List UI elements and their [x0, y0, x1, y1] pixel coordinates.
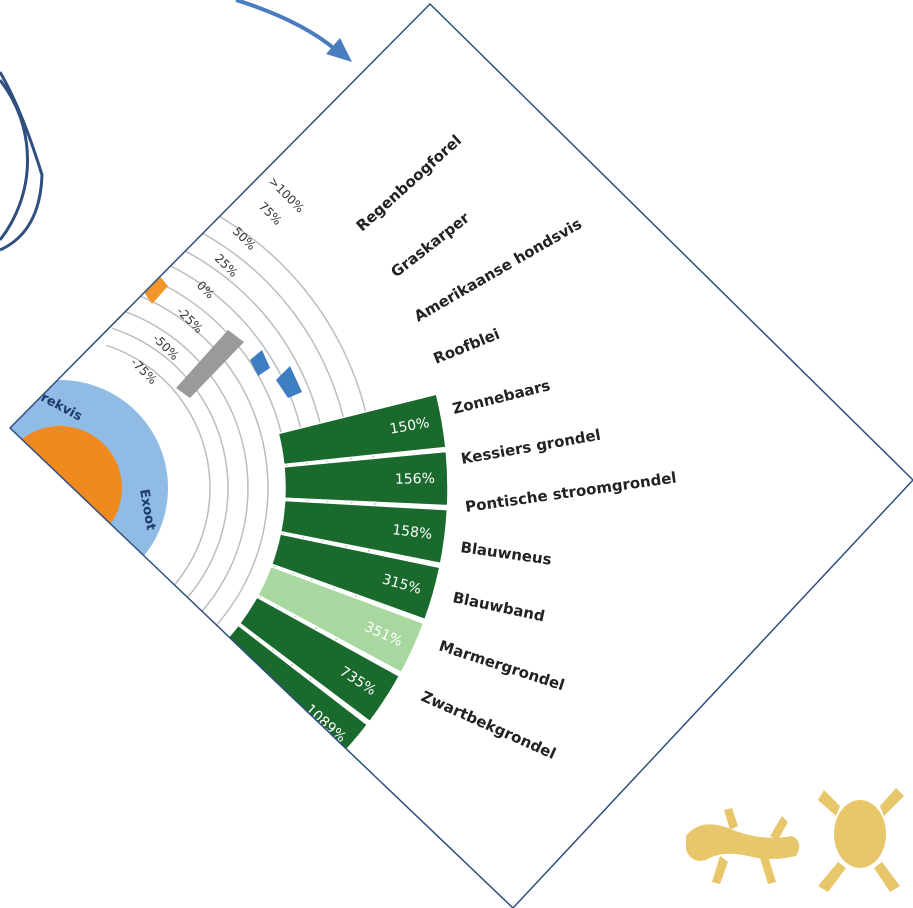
value-label: 1706% — [265, 737, 309, 785]
frog-body — [834, 800, 886, 868]
small-bar-blue — [276, 366, 302, 398]
small-bar-gray — [176, 330, 244, 398]
bar-sector — [270, 533, 441, 621]
outline-circle — [0, 79, 29, 241]
grid-arc — [124, 289, 269, 669]
lizard-icon — [686, 808, 800, 884]
frog-icon — [818, 788, 904, 892]
bar-sector — [283, 450, 449, 507]
arrow-curve — [235, 0, 338, 52]
grid-arc — [117, 308, 249, 652]
ring-label-exoot: Exoot — [136, 488, 158, 531]
bar-sector — [238, 596, 401, 723]
small-bar-orange — [144, 274, 168, 304]
frame-outline — [8, 2, 913, 908]
bar-sector — [279, 499, 449, 565]
arrow-head — [326, 38, 352, 62]
lizard-body — [686, 824, 800, 861]
bar-sector — [256, 565, 425, 674]
value-label: 156% — [395, 471, 435, 488]
bar-sector — [277, 393, 447, 466]
frame-background — [10, 4, 913, 908]
inner-ring — [10, 426, 122, 550]
small-bar-blue — [250, 350, 270, 376]
value-label: 158% — [391, 522, 433, 543]
frog-legs — [818, 788, 904, 892]
lizard-legs — [712, 808, 788, 884]
outline-circle-arc — [0, 71, 44, 252]
value-label: 150% — [389, 415, 431, 438]
